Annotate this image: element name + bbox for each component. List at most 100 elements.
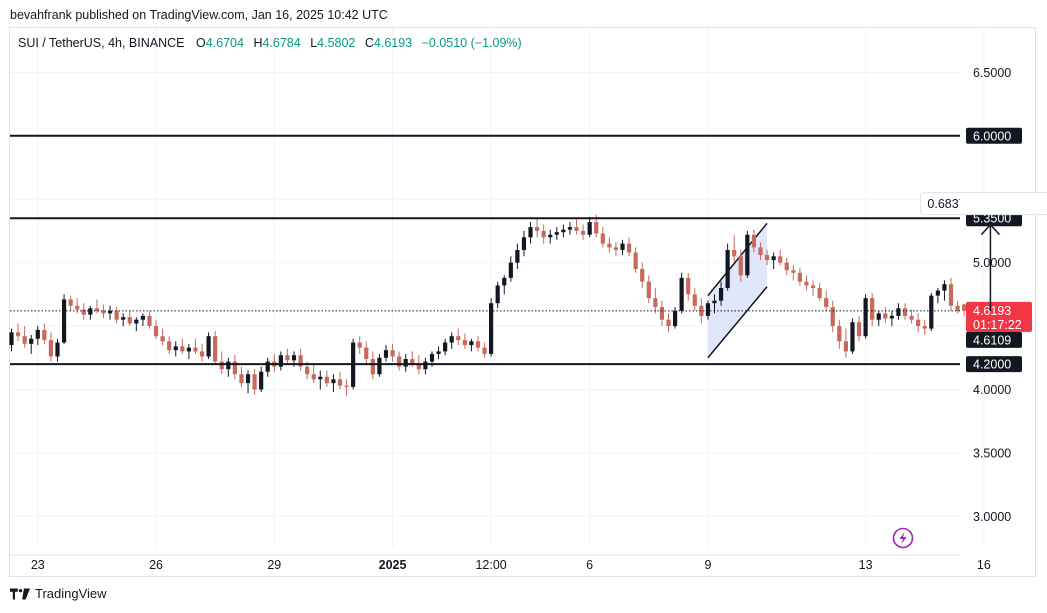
candle-body xyxy=(502,277,507,286)
high-value: 4.6784 xyxy=(262,36,301,50)
candle-body xyxy=(403,359,408,367)
candle-body xyxy=(42,329,47,340)
change-value: −0.0510 (−1.09%) xyxy=(421,36,522,50)
candle-body xyxy=(508,262,513,278)
candle-body xyxy=(679,277,684,311)
y-tick-label: 4.0000 xyxy=(973,383,1011,397)
level-badge xyxy=(966,356,1022,373)
y-tick-label: 3.0000 xyxy=(973,510,1011,524)
candle-body xyxy=(837,326,842,342)
candle-body xyxy=(94,308,100,311)
candle-body xyxy=(305,366,310,375)
candle-body xyxy=(797,272,802,282)
candle-body xyxy=(909,315,914,320)
last-price-badge xyxy=(966,301,1032,332)
candle-body xyxy=(607,243,612,248)
x-tick-label: 6 xyxy=(586,558,593,572)
candle-body xyxy=(416,364,421,370)
candle-body xyxy=(646,281,651,299)
candle-body xyxy=(423,361,428,370)
candle-body xyxy=(764,255,770,261)
candle-body xyxy=(929,295,934,329)
candle-body xyxy=(528,227,533,238)
candle-body xyxy=(955,305,960,311)
candle-body xyxy=(613,247,619,250)
candle-body xyxy=(219,361,224,370)
x-tick-label: 16 xyxy=(977,558,991,572)
candle-body xyxy=(843,341,848,352)
candle-body xyxy=(922,326,927,329)
candle-body xyxy=(226,361,231,370)
candle-body xyxy=(850,322,855,352)
candle-body xyxy=(153,326,159,337)
candle-body xyxy=(620,243,625,250)
candle-body xyxy=(75,305,80,310)
candle-body xyxy=(114,310,119,320)
x-tick-label: 26 xyxy=(149,558,163,572)
price-badge-4-6109-label: 4.6109 xyxy=(973,333,1011,347)
low-key: L xyxy=(310,36,318,50)
x-tick-label: 13 xyxy=(859,558,873,572)
high-key: H xyxy=(253,36,263,50)
candle-body xyxy=(160,336,165,342)
candle-body xyxy=(817,288,822,299)
candle-body xyxy=(567,227,573,230)
candle-body xyxy=(935,290,940,296)
candle-body xyxy=(666,319,671,327)
candle-body xyxy=(147,315,152,327)
candle-body xyxy=(88,308,93,315)
candle-body xyxy=(745,234,750,276)
candle-body xyxy=(107,310,113,314)
candle-body xyxy=(692,294,697,306)
price-badge-4-6109 xyxy=(966,331,1022,348)
level-badge-label: 4.2000 xyxy=(973,358,1011,372)
open-key: O xyxy=(195,36,206,50)
candle-body xyxy=(462,340,467,346)
level-badge xyxy=(966,127,1022,144)
candle-body xyxy=(600,233,605,244)
measure-arrow-head xyxy=(980,223,1000,236)
candle-body xyxy=(285,355,290,361)
x-tick-label: 23 xyxy=(31,558,45,572)
candle-body xyxy=(180,346,185,352)
candle-body xyxy=(344,385,349,387)
candle-body xyxy=(206,336,211,357)
symbol-label: SUI / TetherUS, 4h, BINANCE xyxy=(18,36,185,50)
candle-body xyxy=(291,355,297,361)
candle-body xyxy=(758,247,763,256)
candle-body xyxy=(889,315,894,319)
y-tick-label: 6.5000 xyxy=(973,66,1011,80)
candle-body xyxy=(35,329,40,339)
candle-body xyxy=(876,313,881,320)
low-value: 4.5802 xyxy=(317,36,356,50)
candle-body xyxy=(883,313,888,319)
chart-frame xyxy=(9,27,1036,577)
candle-body xyxy=(456,336,461,340)
footer[interactable]: TradingView xyxy=(10,586,107,601)
candle-body xyxy=(213,336,218,362)
candle-body xyxy=(489,303,494,354)
channel-upper-line[interactable] xyxy=(707,222,768,297)
candle-body xyxy=(469,341,474,346)
candle-body xyxy=(824,298,829,308)
candle-body xyxy=(377,357,382,375)
channel-lower-line[interactable] xyxy=(707,286,768,359)
lightning-icon[interactable] xyxy=(892,527,914,549)
candle-body xyxy=(948,284,954,306)
candle-body xyxy=(48,340,54,357)
candle-body xyxy=(482,347,487,354)
candle-body xyxy=(252,374,257,390)
candle-body xyxy=(962,304,967,311)
candle-body xyxy=(68,299,73,306)
candle-body xyxy=(626,243,632,253)
candle-body xyxy=(580,230,586,235)
candle-body xyxy=(830,307,835,327)
candle-body xyxy=(55,342,60,357)
candle-body xyxy=(337,379,343,386)
candle-body xyxy=(259,371,264,390)
x-tick-label: 12:00 xyxy=(475,558,506,572)
candle-body xyxy=(633,252,638,269)
measure-label-box xyxy=(919,192,1047,216)
candle-body xyxy=(193,347,198,352)
